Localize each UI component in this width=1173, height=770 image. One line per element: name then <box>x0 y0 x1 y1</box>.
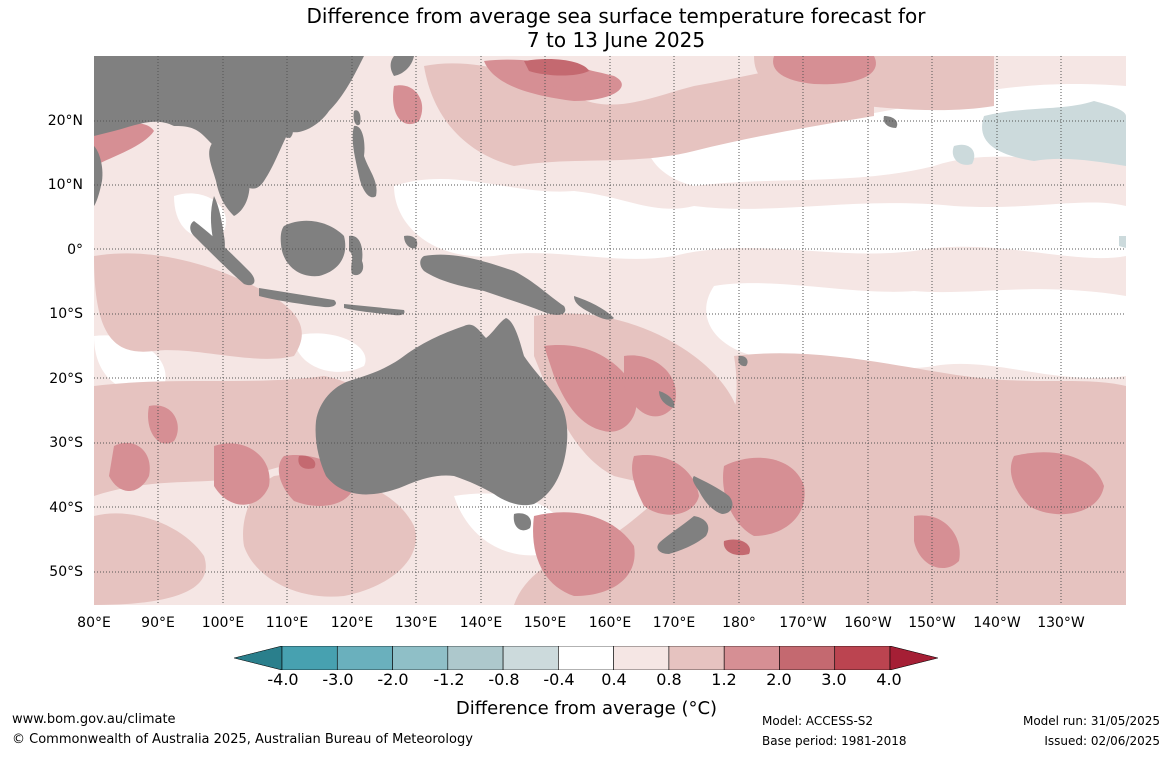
colorbar-swatch <box>668 646 725 670</box>
lon-label-150e: 150°E <box>523 615 567 631</box>
lon-label-140w: 140°W <box>973 615 1021 631</box>
lon-label-180: 180° <box>722 615 756 631</box>
colorbar-tick: 0.8 <box>656 670 682 689</box>
colorbar-tick: 2.0 <box>766 670 792 689</box>
colorbar-swatch <box>336 646 393 670</box>
lon-label-170w: 170°W <box>779 615 827 631</box>
colorbar-label: Difference from average (°C) <box>455 698 718 719</box>
colorbar <box>234 646 938 670</box>
colorbar-swatch <box>779 646 836 670</box>
colorbar-tick: 0.4 <box>601 670 627 689</box>
lat-label-equator: 0° <box>67 242 83 258</box>
stronger-warm-regions <box>298 59 750 556</box>
lon-label-80e: 80°E <box>77 615 111 631</box>
colorbar-tick: -1.2 <box>433 670 465 689</box>
colorbar-swatch <box>447 646 504 670</box>
colorbar-swatch <box>558 646 614 670</box>
website-link[interactable]: www.bom.gov.au/climate <box>12 712 176 727</box>
lat-label-30s: 30°S <box>49 435 83 451</box>
graticule <box>94 56 1126 605</box>
issued-text: Issued: 02/06/2025 <box>1044 734 1160 748</box>
lat-label-10s: 10°S <box>49 306 83 322</box>
map-title: Difference from average sea surface temp… <box>0 4 1173 52</box>
lon-label-100e: 100°E <box>201 615 245 631</box>
lat-label-20s: 20°S <box>49 371 83 387</box>
colorbar-tick: -0.8 <box>488 670 520 689</box>
base-period-text: Base period: 1981-2018 <box>762 734 907 748</box>
lon-label-130e: 130°E <box>394 615 438 631</box>
land-masses <box>94 56 898 554</box>
title-line-2: 7 to 13 June 2025 <box>526 28 706 52</box>
colorbar-swatch <box>889 646 938 670</box>
lon-label-130w: 130°W <box>1037 615 1085 631</box>
sst-anomaly-map <box>94 56 1126 605</box>
lon-label-110e: 110°E <box>265 615 309 631</box>
lon-label-160w: 160°W <box>844 615 892 631</box>
colorbar-swatch <box>502 646 559 670</box>
colorbar-tick: -0.4 <box>543 670 575 689</box>
model-text: Model: ACCESS-S2 <box>762 714 874 728</box>
lon-label-150w: 150°W <box>908 615 956 631</box>
strong-warm-regions <box>94 56 1104 596</box>
colorbar-swatches <box>234 646 938 670</box>
colorbar-swatch <box>834 646 891 670</box>
colorbar-swatch <box>613 646 670 670</box>
lon-label-90e: 90°E <box>141 615 175 631</box>
lat-label-10n: 10°N <box>47 177 83 193</box>
colorbar-tick: 1.2 <box>711 670 737 689</box>
lon-label-170e: 170°E <box>652 615 696 631</box>
colorbar-swatch <box>392 646 449 670</box>
lon-label-160e: 160°E <box>588 615 632 631</box>
colorbar-swatch <box>723 646 780 670</box>
colorbar-tick: 4.0 <box>876 670 902 689</box>
lat-label-50s: 50°S <box>49 564 83 580</box>
map-svg <box>94 56 1126 605</box>
copyright-text: © Commonwealth of Australia 2025, Austra… <box>12 732 473 747</box>
lon-label-140e: 140°E <box>459 615 503 631</box>
colorbar-swatch <box>234 646 283 670</box>
title-line-1: Difference from average sea surface temp… <box>306 4 926 28</box>
lat-label-20n: 20°N <box>47 113 83 129</box>
colorbar-swatch <box>281 646 338 670</box>
colorbar-tick: -2.0 <box>377 670 409 689</box>
colorbar-tick: -4.0 <box>267 670 299 689</box>
lon-label-120e: 120°E <box>330 615 374 631</box>
model-run-text: Model run: 31/05/2025 <box>1022 714 1160 728</box>
colorbar-tick: 3.0 <box>821 670 847 689</box>
cool-anomaly-regions <box>952 101 1126 248</box>
lat-label-40s: 40°S <box>49 500 83 516</box>
colorbar-tick: -3.0 <box>322 670 354 689</box>
